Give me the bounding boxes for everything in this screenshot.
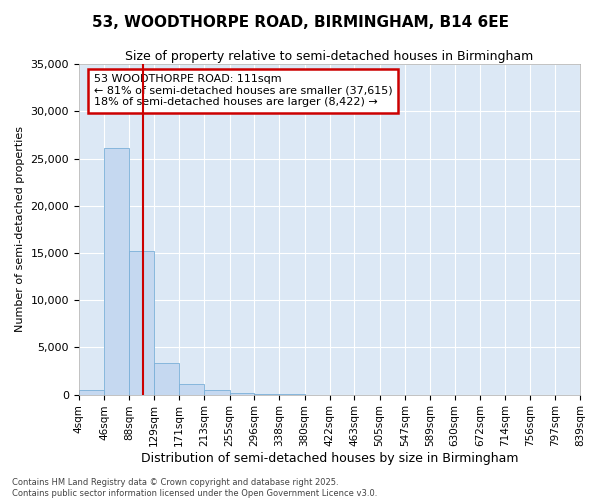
Bar	[79, 390, 104, 394]
Text: Contains HM Land Registry data © Crown copyright and database right 2025.
Contai: Contains HM Land Registry data © Crown c…	[12, 478, 377, 498]
Bar	[205, 390, 230, 394]
Bar	[230, 393, 254, 394]
Bar	[130, 251, 154, 394]
Title: Size of property relative to semi-detached houses in Birmingham: Size of property relative to semi-detach…	[125, 50, 533, 63]
X-axis label: Distribution of semi-detached houses by size in Birmingham: Distribution of semi-detached houses by …	[141, 452, 518, 465]
Y-axis label: Number of semi-detached properties: Number of semi-detached properties	[15, 126, 25, 332]
Text: 53, WOODTHORPE ROAD, BIRMINGHAM, B14 6EE: 53, WOODTHORPE ROAD, BIRMINGHAM, B14 6EE	[91, 15, 509, 30]
Bar	[154, 364, 179, 394]
Bar	[104, 148, 130, 394]
Text: 53 WOODTHORPE ROAD: 111sqm
← 81% of semi-detached houses are smaller (37,615)
18: 53 WOODTHORPE ROAD: 111sqm ← 81% of semi…	[94, 74, 392, 108]
Bar	[179, 384, 205, 394]
